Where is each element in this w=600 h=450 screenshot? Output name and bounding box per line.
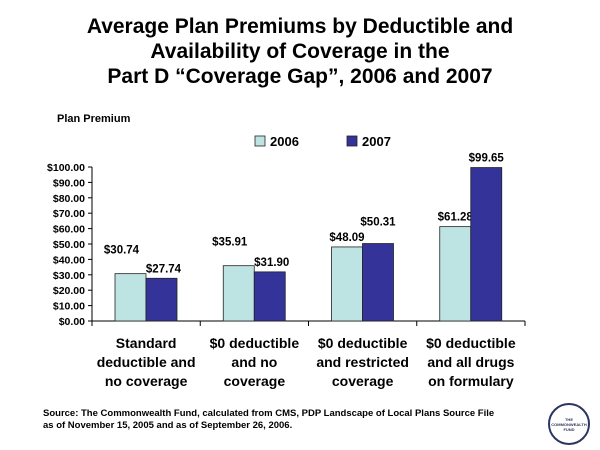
bar-2006 [331, 246, 363, 322]
x-tick-label: and restricted [316, 354, 409, 370]
bar-2006 [114, 273, 147, 322]
data-label: $61.28 [438, 212, 474, 224]
y-tick-label: $90.00 [53, 177, 85, 189]
data-label: $30.74 [104, 245, 140, 257]
data-label: $99.65 [469, 153, 505, 165]
legend-swatch-2006 [254, 135, 266, 147]
data-label: $27.74 [146, 263, 182, 275]
data-label: $35.91 [212, 237, 248, 249]
bar-2007 [362, 243, 394, 322]
y-tick-label: $20.00 [53, 285, 85, 297]
y-tick-label: $10.00 [53, 301, 85, 313]
data-label: $48.09 [329, 232, 364, 244]
x-tick-label: $0 deductible [210, 335, 300, 351]
y-tick-label: $30.00 [53, 270, 85, 282]
bar-2007 [145, 277, 178, 322]
source-line: Source: The Commonwealth Fund, calculate… [43, 408, 495, 419]
y-tick-label: $100.00 [47, 162, 85, 174]
legend-label: 2006 [270, 134, 299, 149]
x-tick-label: $0 deductible [426, 335, 516, 351]
y-tick-label: $70.00 [53, 208, 85, 220]
x-tick-label: deductible and [97, 354, 196, 370]
title-line: Part D “Coverage Gap”, 2006 and 2007 [107, 65, 493, 88]
bar-2006 [439, 226, 472, 322]
y-tick-label: $0.00 [59, 316, 85, 328]
chart-title: Average Plan Premiums by Deductible and … [0, 14, 600, 89]
bar-2007 [253, 271, 286, 322]
x-tick-label: on formulary [428, 373, 514, 389]
bar-2007 [470, 167, 503, 322]
data-label: $50.31 [360, 217, 396, 229]
x-tick-label: Standard [116, 335, 177, 351]
y-tick-label: $60.00 [53, 224, 85, 236]
commonwealth-fund-logo: THE COMMONWEALTH FUND [548, 403, 590, 445]
y-axis-label: Plan Premium [57, 113, 131, 125]
source-line: as of November 15, 2005 and as of Septem… [43, 420, 293, 431]
source-note: Source: The Commonwealth Fund, calculate… [43, 408, 494, 432]
legend-label: 2007 [362, 134, 391, 149]
x-tick-label: no coverage [105, 373, 188, 389]
data-label: $31.90 [254, 257, 289, 269]
bar-2006 [222, 265, 255, 322]
x-tick-label: coverage [224, 373, 286, 389]
y-tick-label: $80.00 [53, 193, 85, 205]
title-line: Availability of Coverage in the [150, 40, 450, 63]
x-tick-label: coverage [332, 373, 394, 389]
x-tick-label: $0 deductible [318, 335, 408, 351]
legend-swatch-2007 [346, 135, 358, 147]
y-tick-label: $40.00 [53, 254, 85, 266]
y-tick-label: $50.00 [53, 239, 85, 251]
title-line: Average Plan Premiums by Deductible and [86, 15, 514, 38]
x-tick-label: and all drugs [427, 354, 514, 370]
x-tick-label: and no [231, 354, 277, 370]
